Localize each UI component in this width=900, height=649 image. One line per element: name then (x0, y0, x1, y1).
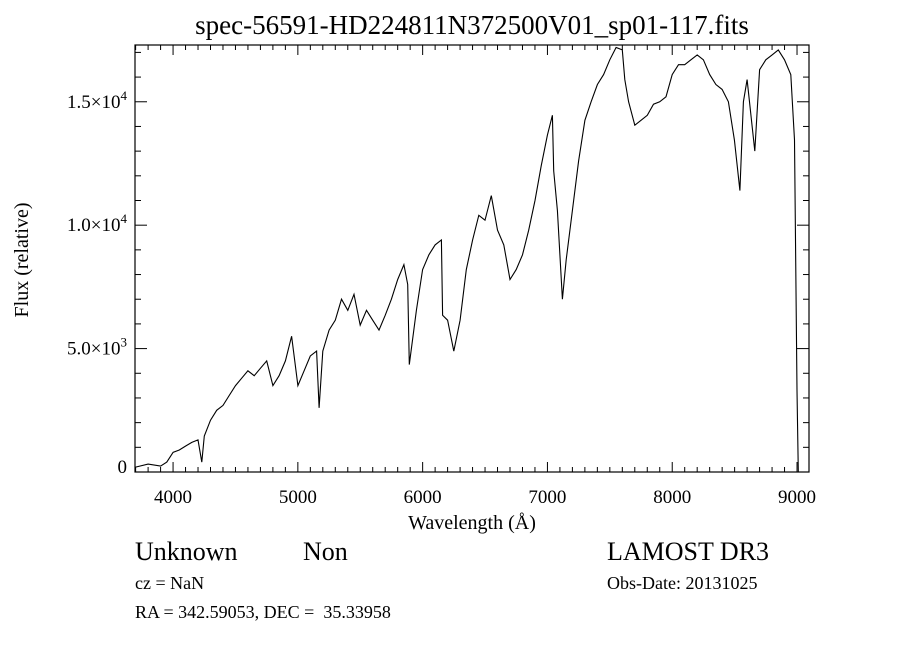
class-label: Unknown (135, 537, 238, 566)
subclass-label: Non (303, 537, 348, 566)
x-tick-label: 8000 (653, 487, 691, 508)
y-tick-label: 0 (118, 457, 128, 478)
y-tick-label: 1.0×104 (67, 211, 127, 236)
chart-title: spec-56591-HD224811N372500V01_sp01-117.f… (195, 10, 749, 40)
x-tick-label: 7000 (528, 487, 566, 508)
plot-frame (134, 44, 810, 473)
x-tick-label: 9000 (778, 487, 816, 508)
x-tick-labels: 4000 5000 6000 7000 8000 9000 (154, 487, 816, 508)
coordinates: RA = 342.59053, DEC = 35.33958 (135, 602, 391, 622)
x-axis-label: Wavelength (Å) (408, 512, 536, 534)
x-tick-label: 6000 (404, 487, 442, 508)
spectrum-line (135, 46, 799, 473)
y-tick-labels: 0 5.0×103 1.0×104 1.5×104 (67, 88, 127, 478)
x-tick-label: 4000 (154, 487, 192, 508)
survey-label: LAMOST DR3 (607, 537, 770, 566)
y-tick-label: 1.5×104 (67, 88, 127, 113)
y-axis-label: Flux (relative) (11, 203, 33, 318)
obs-date: Obs-Date: 20131025 (607, 573, 758, 593)
axis-ticks (135, 45, 809, 473)
cz-value: cz = NaN (135, 573, 205, 593)
y-tick-label: 5.0×103 (67, 335, 127, 360)
x-tick-label: 5000 (279, 487, 317, 508)
